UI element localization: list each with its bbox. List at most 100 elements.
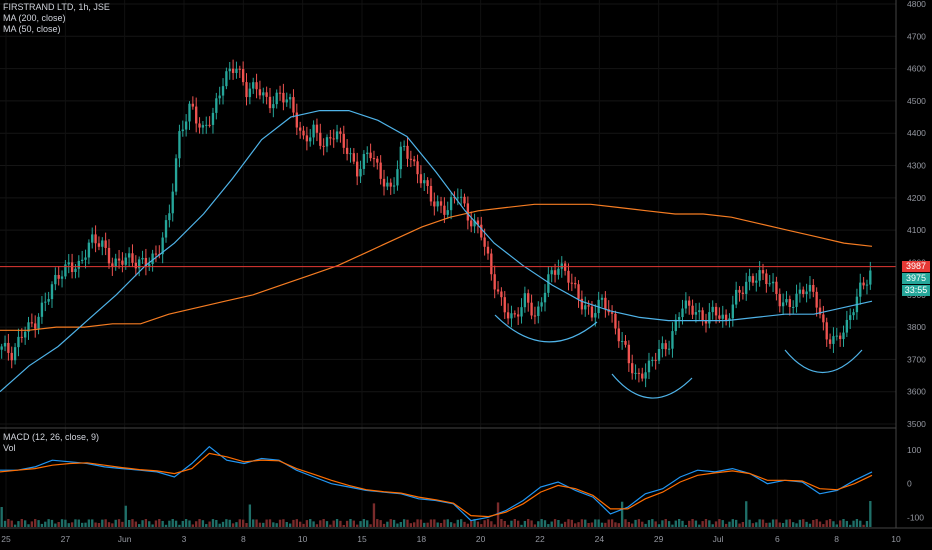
- volume-bar: [3, 520, 7, 527]
- candle-body: [530, 302, 533, 316]
- volume-bar: [493, 524, 496, 527]
- volume-bar: [70, 522, 74, 527]
- volume-bar: [852, 520, 855, 527]
- volume-bar: [104, 519, 107, 527]
- candle-body: [778, 293, 781, 307]
- price-tick-label: 3700: [907, 354, 926, 364]
- candle-body: [748, 276, 751, 282]
- volume-bar: [500, 519, 503, 527]
- candle-body: [620, 340, 624, 342]
- volume-bar: [416, 519, 419, 527]
- candle-body: [557, 268, 560, 275]
- macd-line: [0, 445, 873, 522]
- time-tick-label: 29: [654, 534, 664, 544]
- volume-bar: [849, 524, 852, 527]
- volume-bar: [503, 520, 506, 527]
- candle-body: [184, 121, 188, 130]
- volume-bar: [802, 519, 805, 527]
- macd-tick-label: 100: [907, 445, 921, 455]
- candle-body: [627, 344, 631, 364]
- volume-bar: [577, 522, 580, 527]
- candle-body: [641, 373, 644, 379]
- volume-bar: [745, 501, 748, 527]
- volume-bar: [282, 519, 285, 527]
- volume-bar: [141, 520, 144, 527]
- candle-body: [332, 138, 335, 140]
- candle-body: [319, 132, 322, 146]
- candle-body: [231, 68, 235, 73]
- volume-bar: [513, 519, 516, 527]
- volume-bar: [808, 523, 812, 527]
- candle-body: [788, 299, 792, 308]
- volume-bar: [490, 521, 493, 527]
- pattern-arc: [784, 349, 863, 373]
- volume-bar: [530, 520, 533, 527]
- candle-body: [107, 247, 111, 264]
- candle-body: [466, 203, 470, 221]
- vol-legend[interactable]: Vol: [3, 443, 16, 453]
- volume-bar: [543, 520, 547, 527]
- volume-bar: [657, 524, 661, 527]
- candle-body: [392, 185, 396, 187]
- volume-bar: [480, 524, 483, 527]
- volume-bar: [195, 521, 198, 527]
- candle-body: [610, 312, 614, 314]
- candle-body: [30, 322, 34, 324]
- volume-bar: [60, 519, 64, 527]
- volume-bar: [248, 504, 252, 527]
- volume-bar: [406, 519, 409, 527]
- time-tick-label: 8: [834, 534, 839, 544]
- candle-body: [325, 137, 329, 147]
- candle-body: [657, 348, 661, 361]
- volume-bar: [131, 519, 134, 527]
- candle-body: [486, 246, 490, 254]
- candle-body: [154, 253, 158, 255]
- volume-bar: [768, 522, 771, 527]
- volume-bar: [637, 519, 641, 527]
- candle-body: [144, 257, 148, 267]
- candle-body: [443, 205, 446, 215]
- ref-price-tag: 3987: [902, 261, 930, 272]
- macd-legend[interactable]: MACD (12, 26, close, 9): [3, 432, 100, 442]
- volume-bar: [798, 519, 802, 527]
- candle-body: [312, 124, 315, 138]
- volume-bar: [563, 521, 567, 527]
- candle-body: [376, 158, 379, 163]
- candle-body: [205, 124, 208, 126]
- symbol-title[interactable]: FIRSTRAND LTD, 1h, JSE: [3, 2, 110, 12]
- ma50-legend[interactable]: MA (50, close): [3, 24, 61, 34]
- volume-bar: [523, 520, 527, 527]
- volume-bar: [758, 519, 761, 527]
- volume-bar: [647, 520, 651, 527]
- volume-bar: [838, 520, 842, 527]
- ma200-legend[interactable]: MA (200, close): [3, 13, 66, 23]
- volume-bar: [433, 519, 436, 527]
- candle-body: [775, 281, 778, 294]
- volume-bar: [258, 522, 262, 527]
- candle-body: [148, 264, 151, 267]
- volume-bar: [859, 520, 862, 527]
- candle-body: [500, 291, 503, 298]
- candle-body: [677, 317, 681, 320]
- volume-bar: [366, 520, 369, 527]
- chart-grid: [0, 0, 897, 528]
- volume-bar: [778, 522, 781, 527]
- volume-bar: [527, 519, 530, 527]
- candle-body: [34, 323, 37, 329]
- volume-bar: [255, 519, 258, 527]
- volume-bar: [151, 524, 154, 527]
- volume-bar: [77, 519, 80, 527]
- volume-bar: [252, 519, 255, 527]
- candle-body: [681, 308, 684, 318]
- candle-body: [302, 130, 305, 136]
- candle-body: [691, 305, 694, 315]
- candle-body: [634, 372, 637, 374]
- volume-bar: [319, 520, 322, 527]
- price-tick-label: 4500: [907, 96, 926, 106]
- candle-body: [771, 281, 775, 284]
- volume-bar: [419, 519, 423, 527]
- volume-bar: [396, 523, 399, 527]
- volume-bar: [302, 523, 305, 527]
